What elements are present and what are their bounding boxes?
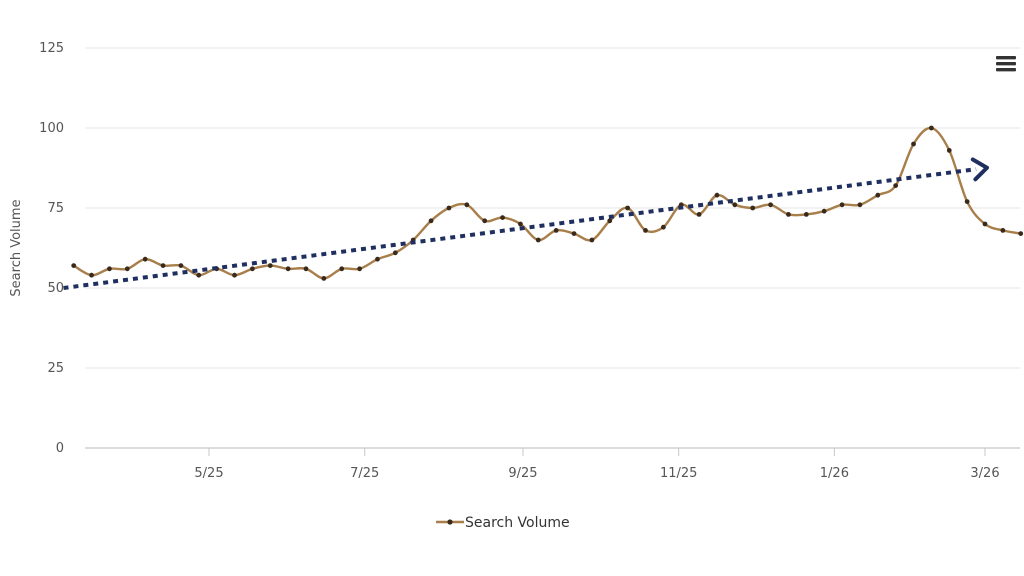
y-axis-label: Search Volume <box>9 199 24 296</box>
data-point[interactable] <box>160 263 166 268</box>
data-point[interactable] <box>660 224 666 230</box>
data-point[interactable] <box>267 263 273 268</box>
data-point[interactable] <box>750 205 756 211</box>
series-line <box>73 126 1021 280</box>
data-point[interactable] <box>446 205 452 211</box>
data-point[interactable] <box>928 125 934 131</box>
data-point[interactable] <box>553 228 559 233</box>
data-point[interactable] <box>124 266 130 272</box>
data-point[interactable] <box>857 202 863 208</box>
data-point[interactable] <box>821 208 827 214</box>
trend-arrow <box>63 157 989 290</box>
data-point[interactable] <box>946 148 952 153</box>
data-point[interactable] <box>500 215 505 221</box>
legend-dot-marker <box>447 519 453 525</box>
series-search-volume <box>71 125 1024 281</box>
data-point[interactable] <box>535 237 541 243</box>
data-point[interactable] <box>107 266 112 272</box>
data-point[interactable] <box>339 266 345 272</box>
data-point[interactable] <box>178 263 184 268</box>
y-tick-label: 50 <box>47 281 64 296</box>
data-point[interactable] <box>1018 231 1024 237</box>
data-point[interactable] <box>893 183 899 189</box>
data-point[interactable] <box>607 218 613 224</box>
hamburger-menu-icon[interactable] <box>996 56 1016 72</box>
data-point[interactable] <box>714 192 720 198</box>
data-point[interactable] <box>303 266 309 272</box>
menu-bar <box>996 68 1016 72</box>
y-tick-label: 100 <box>39 121 64 136</box>
legend[interactable]: Search Volume <box>436 515 570 531</box>
data-point[interactable] <box>232 272 237 278</box>
menu-bar <box>996 62 1016 66</box>
data-point[interactable] <box>768 202 773 208</box>
data-point[interactable] <box>571 231 577 237</box>
x-tick-label: 11/25 <box>660 466 697 481</box>
data-point[interactable] <box>839 202 845 208</box>
x-tick-label: 3/26 <box>970 466 999 481</box>
x-axis-ticks: 5/25 7/25 9/25 11/25 1/26 3/26 <box>194 448 1000 481</box>
data-point[interactable] <box>643 228 648 233</box>
y-tick-label: 25 <box>47 361 64 376</box>
data-point[interactable] <box>803 212 809 217</box>
trend-line <box>63 167 977 290</box>
y-tick-label: 125 <box>39 41 64 56</box>
x-tick-label: 1/26 <box>820 466 849 481</box>
x-tick-label: 5/25 <box>194 466 223 481</box>
data-point[interactable] <box>321 276 327 281</box>
data-point[interactable] <box>875 192 881 198</box>
data-point[interactable] <box>625 205 631 211</box>
data-point[interactable] <box>732 202 738 208</box>
data-point[interactable] <box>518 221 523 227</box>
y-tick-label: 0 <box>56 441 64 456</box>
x-tick-label: 7/25 <box>350 466 379 481</box>
data-point[interactable] <box>142 256 148 262</box>
data-point[interactable] <box>249 266 255 272</box>
legend-label: Search Volume <box>465 515 570 531</box>
data-point[interactable] <box>428 218 434 224</box>
data-point[interactable] <box>482 218 488 224</box>
data-point[interactable] <box>982 221 988 227</box>
y-tick-label: 75 <box>47 201 64 216</box>
data-point[interactable] <box>696 212 702 217</box>
data-point[interactable] <box>786 212 791 217</box>
x-tick-label: 9/25 <box>508 466 537 481</box>
data-point[interactable] <box>911 141 916 147</box>
data-point[interactable] <box>1000 228 1006 233</box>
data-point[interactable] <box>71 263 77 268</box>
grid-lines <box>85 47 1020 369</box>
data-point[interactable] <box>357 266 363 272</box>
data-point[interactable] <box>464 202 470 208</box>
data-point[interactable] <box>589 237 595 243</box>
data-point[interactable] <box>285 266 291 272</box>
data-point[interactable] <box>89 272 94 278</box>
trend-arrowhead <box>970 157 989 182</box>
menu-bar <box>996 56 1016 60</box>
data-point[interactable] <box>375 256 380 262</box>
data-point[interactable] <box>964 199 970 205</box>
y-axis-ticks: 0 25 50 75 100 125 <box>39 41 64 456</box>
data-point[interactable] <box>196 272 202 278</box>
data-point[interactable] <box>392 250 398 256</box>
